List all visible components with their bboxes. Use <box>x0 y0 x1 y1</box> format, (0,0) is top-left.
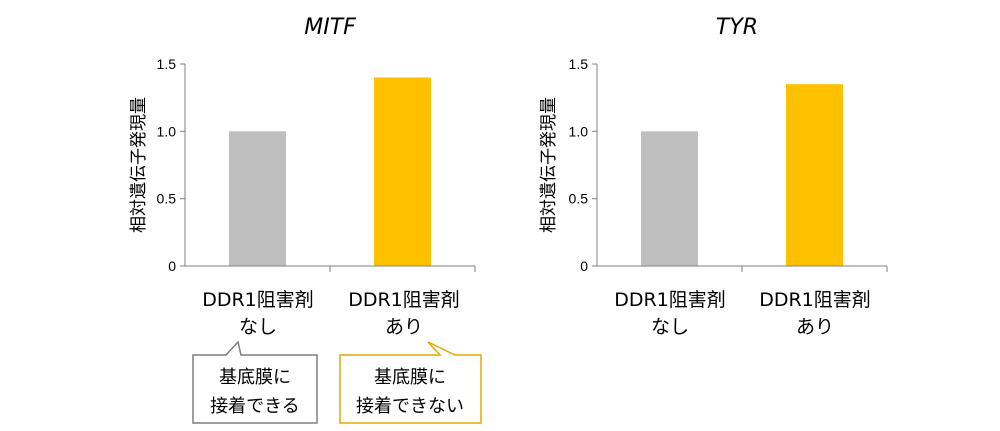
chart-tyr: TYR 相対遺伝子発現量 0 0.5 1.0 1.5 DDR1阻害剤 なし DDR1阻… <box>539 15 888 338</box>
bars <box>641 84 843 266</box>
bars <box>229 77 431 266</box>
category-label-line1: DDR1阻害剤 <box>759 289 871 311</box>
y-axis-label: 相対遺伝子発現量 <box>539 97 559 233</box>
bar <box>786 84 843 266</box>
category-label-line2: あり <box>385 316 423 338</box>
category-label-line1: DDR1阻害剤 <box>348 289 460 311</box>
callout-text-line2: 接着できる <box>210 396 300 417</box>
category-label-line2: なし <box>651 316 689 338</box>
callout-text-line2: 接着できない <box>356 396 464 417</box>
y-tick-label: 1.0 <box>569 123 589 139</box>
category-label-line2: あり <box>796 316 834 338</box>
y-axis-ticks: 0 0.5 1.0 1.5 <box>157 56 185 274</box>
callout-text-line1: 基底膜に <box>219 367 291 388</box>
callout-not-attachable: 基底膜に 接着できない <box>339 341 482 424</box>
y-tick-label: 0 <box>580 258 588 274</box>
callout-attachable: 基底膜に 接着できる <box>192 340 318 424</box>
callout-box <box>339 341 482 424</box>
y-tick-label: 0.5 <box>157 191 177 207</box>
chart-title: TYR <box>716 15 758 40</box>
y-tick-label: 0 <box>168 258 176 274</box>
callout-text-line1: 基底膜に <box>374 367 446 388</box>
bar <box>641 131 698 266</box>
bar <box>229 131 286 266</box>
y-axis-ticks: 0 0.5 1.0 1.5 <box>569 56 597 274</box>
y-axis-label: 相対遺伝子発現量 <box>129 97 149 233</box>
bar <box>374 77 431 266</box>
category-label-line1: DDR1阻害剤 <box>614 289 726 311</box>
y-tick-label: 1.0 <box>157 123 177 139</box>
category-label-line1: DDR1阻害剤 <box>202 289 314 311</box>
callout-box <box>192 340 318 424</box>
y-tick-label: 1.5 <box>157 56 177 72</box>
chart-title: MITF <box>304 15 356 40</box>
y-tick-label: 0.5 <box>569 191 589 207</box>
y-tick-label: 1.5 <box>569 56 589 72</box>
category-label-line2: なし <box>239 316 277 338</box>
chart-mitf: MITF 相対遺伝子発現量 0 0.5 1.0 1.5 DDR1阻害剤 なし DDR1… <box>129 15 482 424</box>
